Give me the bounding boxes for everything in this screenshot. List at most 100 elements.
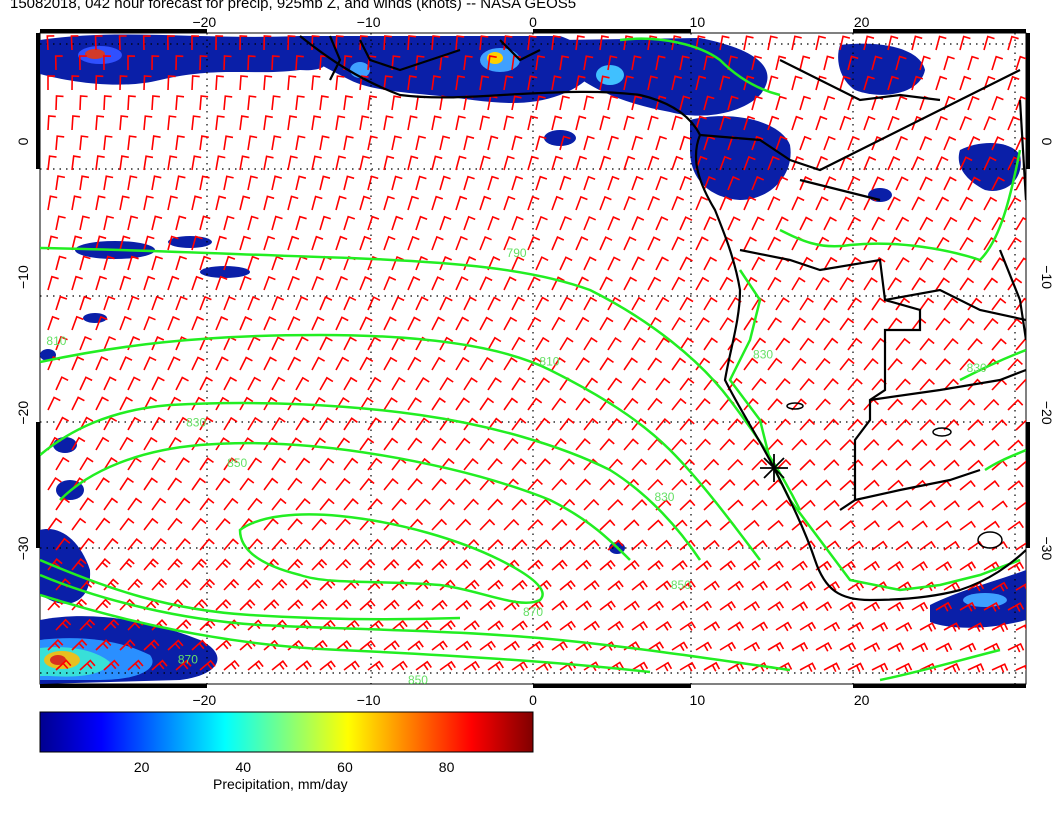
wind-barb — [391, 215, 404, 231]
wind-barb — [815, 115, 828, 131]
wind-barb — [695, 35, 706, 51]
wind-barb — [935, 642, 953, 653]
x-tick-label-top-0: −20 — [192, 14, 216, 30]
wind-barb — [623, 316, 638, 331]
wind-barb — [991, 581, 1009, 592]
wind-barb — [79, 376, 93, 391]
wind-barb — [383, 437, 399, 451]
wind-barb — [1015, 542, 1026, 551]
wind-barb — [46, 35, 55, 51]
wind-barb — [95, 356, 109, 371]
wind-barb — [943, 95, 956, 111]
wind-barb — [943, 662, 961, 673]
wind-barb — [911, 35, 923, 51]
wind-barb — [703, 580, 720, 591]
wind-barb — [295, 175, 307, 191]
wind-barb — [119, 356, 133, 371]
wind-barb — [799, 176, 813, 191]
wind-barb — [335, 275, 348, 291]
wind-barb — [983, 317, 999, 331]
wind-barb — [1015, 297, 1026, 311]
wind-barb — [751, 540, 768, 551]
wind-barb — [887, 115, 900, 131]
wind-barb — [535, 55, 546, 71]
wind-barb — [887, 317, 903, 331]
map-title: 15082018, 042 hour forecast for precip, … — [10, 0, 577, 12]
wind-barb — [527, 640, 544, 651]
wind-barb — [439, 498, 455, 511]
wind-barb — [503, 195, 516, 211]
wind-barb — [575, 357, 590, 371]
wind-barb — [551, 519, 568, 531]
wind-barb — [791, 479, 808, 491]
wind-barb — [311, 518, 327, 531]
wind-barb — [575, 155, 587, 171]
wind-barb — [823, 256, 838, 271]
wind-barb — [1007, 480, 1024, 491]
wind-barb — [703, 55, 714, 71]
wind-barb — [455, 518, 472, 531]
wind-barb — [743, 600, 760, 611]
wind-barb — [359, 316, 373, 331]
wind-barb — [127, 135, 137, 151]
x-tick-label-bottom-1: −10 — [357, 692, 381, 708]
wind-barb — [503, 356, 518, 371]
wind-barb — [415, 135, 426, 151]
wind-barb — [559, 215, 572, 231]
wind-barb — [935, 156, 949, 171]
wind-barb — [431, 437, 447, 451]
wind-barb — [79, 335, 92, 351]
wind-barb — [511, 296, 525, 311]
wind-barb — [487, 336, 502, 351]
y-tick-label-right-3: −30 — [1039, 537, 1055, 561]
wind-barb — [223, 376, 237, 391]
wind-barb — [575, 478, 592, 491]
wind-barb — [263, 155, 274, 171]
wind-barb — [215, 275, 228, 291]
wind-barb — [887, 520, 904, 531]
colorbar — [39, 711, 534, 753]
wind-barb — [199, 255, 212, 271]
wind-barb — [47, 476, 62, 491]
wind-barb — [679, 175, 692, 191]
x-tick-label-bottom-3: 10 — [690, 692, 706, 708]
wind-barb — [607, 296, 622, 311]
wind-barb — [767, 560, 784, 571]
wind-barb — [823, 216, 837, 231]
wind-barb — [823, 337, 839, 351]
wind-barb — [367, 619, 384, 631]
wind-barb — [871, 540, 888, 551]
wind-barb — [239, 396, 254, 411]
wind-barb — [479, 35, 489, 51]
wind-barb — [967, 622, 985, 632]
wind-barb — [271, 55, 280, 71]
wind-barb — [719, 438, 736, 451]
wind-barb — [959, 115, 972, 131]
wind-barb — [719, 276, 734, 291]
wind-barb — [127, 578, 143, 591]
wind-barb — [887, 560, 904, 571]
wind-barb — [55, 215, 66, 231]
wind-barb — [391, 296, 405, 311]
wind-barb — [799, 55, 811, 71]
wind-barb — [119, 275, 132, 291]
wind-barb — [719, 115, 731, 131]
wind-barb — [527, 75, 538, 91]
wind-barb — [599, 35, 609, 51]
wind-barb — [343, 95, 353, 111]
wind-barb — [847, 499, 864, 511]
wind-barb — [839, 520, 856, 531]
wind-barb — [335, 235, 348, 251]
wind-barb — [671, 276, 686, 291]
wind-barb — [911, 156, 925, 171]
wind-barb — [719, 641, 737, 652]
wind-barb — [407, 599, 424, 611]
wind-barb — [319, 135, 330, 151]
wind-barb — [71, 115, 80, 131]
wind-barb — [655, 337, 670, 351]
wind-barb — [583, 620, 600, 631]
wind-barb — [271, 376, 286, 391]
wind-barb — [223, 659, 240, 671]
wind-barb — [815, 317, 831, 331]
wind-barb — [607, 135, 619, 151]
